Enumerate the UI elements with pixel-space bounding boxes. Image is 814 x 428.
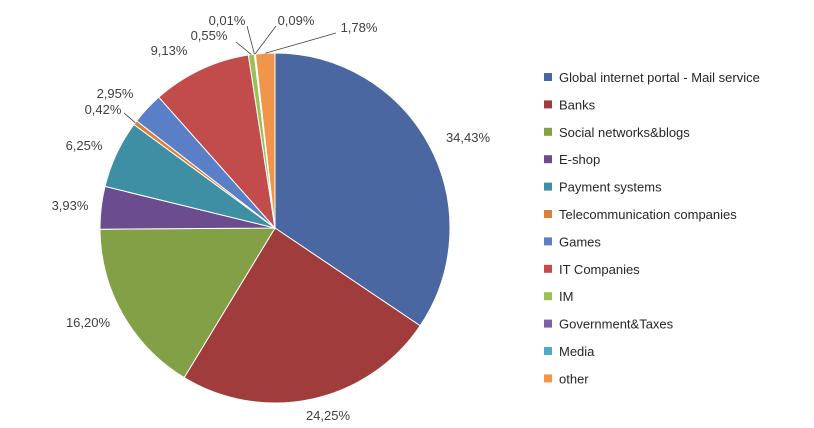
legend-label-7: Games [559,234,601,249]
leader-line-6 [123,112,136,123]
legend-label-1: Global internet portal - Mail service [559,70,760,85]
legend-label-5: Payment systems [559,180,662,195]
legend-label-6: Telecommunication companies [559,207,737,222]
legend-label-8: IT Companies [559,262,640,277]
legend-swatch-3 [544,127,552,136]
legend-swatch-1 [544,73,552,81]
legend-swatch-10 [544,319,552,328]
legend-swatch-4 [544,155,552,164]
legend-label-3: Social networks&blogs [559,125,690,140]
slice-label-12: 1,78% [341,20,378,35]
legend-label-9: IM [559,289,573,304]
pie-percent-labels: 34,43% 24,25% 16,20% 3,93% 6,25% 0,42%2,95% 9,… [52,13,491,423]
pie-slice-3 [99,227,276,379]
slice-label-9: 0,55% [191,28,228,43]
slice-label-4: 3,93% [52,198,89,213]
legend-swatch-7 [544,237,552,246]
legend-label-2: Banks [559,97,596,112]
slice-label-8: 9,13% [151,43,188,58]
legend-swatch-12 [544,374,552,383]
leader-line-12 [265,32,337,54]
legend-swatch-9 [544,292,552,301]
leader-line-11 [254,25,277,55]
legend-swatch-5 [544,182,552,191]
slice-label-7: 2,95% [97,86,134,101]
legend-label-11: Media [559,344,595,359]
legend-swatch-11 [544,347,552,355]
slice-label-5: 6,25% [66,138,103,153]
legend-swatch-8 [544,264,552,273]
legend-swatch-2 [544,100,552,109]
slice-label-3: 16,20% [66,315,111,330]
pie-slice-1 [274,52,451,327]
leader-line-9 [235,41,252,55]
slice-label-6: 0,42% [85,102,122,117]
legend: Global internet portal - Mail service Ban… [544,70,760,386]
pie-slices [99,52,451,404]
legend-label-4: E-shop [559,152,600,167]
pie-slice-8 [158,54,276,230]
slice-label-2: 24,25% [306,408,351,423]
slice-label-1: 34,43% [446,130,491,145]
slice-label-11: 0,09% [278,13,315,28]
legend-label-12: other [559,371,589,386]
pie-slice-2 [183,227,421,404]
slice-label-10: 0,01% [209,13,246,28]
legend-swatch-6 [544,210,552,218]
pie-leader-lines [123,25,337,123]
leader-line-10 [246,25,255,55]
legend-label-10: Government&Taxes [559,317,674,332]
